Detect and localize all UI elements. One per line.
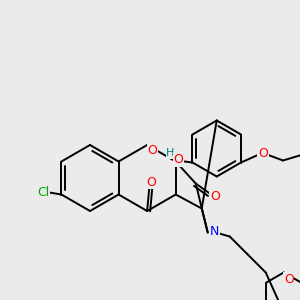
Text: O: O — [284, 273, 294, 286]
Text: O: O — [174, 153, 183, 166]
Text: O: O — [210, 190, 220, 203]
Text: N: N — [210, 225, 219, 238]
Text: O: O — [146, 176, 156, 188]
Text: O: O — [258, 147, 268, 160]
Text: O: O — [147, 143, 157, 157]
Text: N: N — [284, 299, 293, 300]
Text: Cl: Cl — [37, 186, 50, 199]
Text: H: H — [166, 148, 175, 158]
